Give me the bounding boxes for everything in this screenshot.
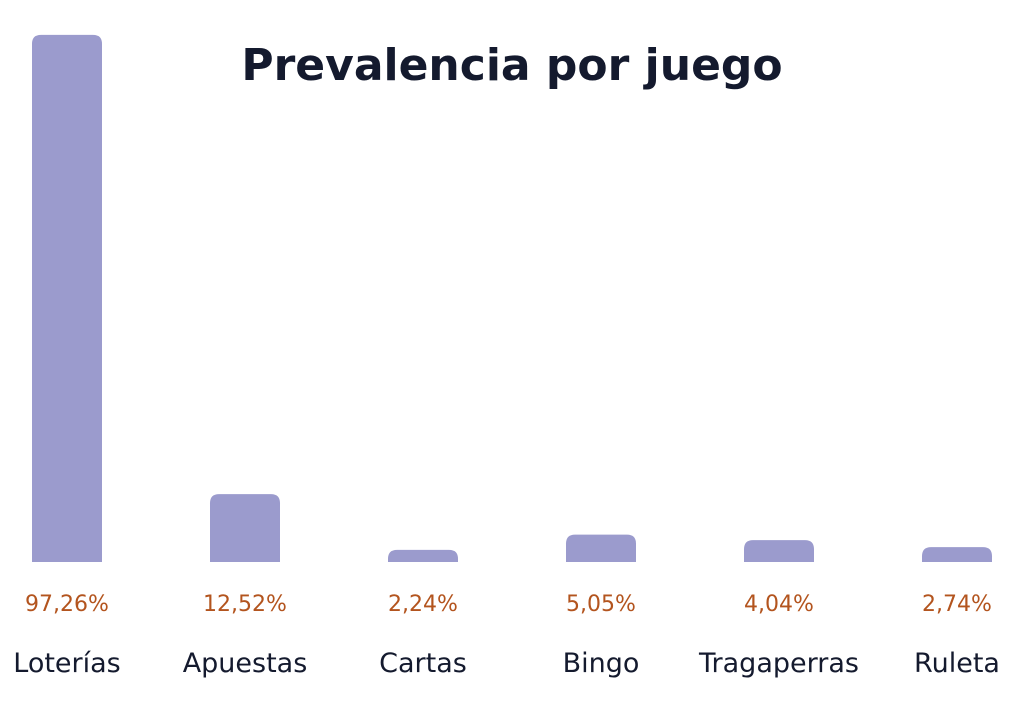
category-label: Cartas (379, 648, 467, 679)
bars-group (32, 34, 992, 562)
bar-2 (388, 549, 458, 562)
bar-0 (32, 34, 102, 562)
value-label: 2,24% (388, 592, 458, 617)
category-label: Tragaperras (698, 648, 859, 679)
bar-3 (566, 534, 636, 562)
value-label: 5,05% (566, 592, 636, 617)
value-labels-group: 97,26% 12,52% 2,24% 5,05% 4,04% 2,74% (25, 592, 992, 617)
category-label: Apuestas (183, 648, 308, 679)
value-label: 2,74% (922, 592, 992, 617)
bar-4 (744, 540, 814, 562)
bar-1 (210, 494, 280, 562)
chart-title: Prevalencia por juego (241, 40, 782, 91)
category-label: Ruleta (914, 648, 1000, 679)
bar-5 (922, 547, 992, 562)
value-label: 97,26% (25, 592, 109, 617)
category-label: Loterías (13, 648, 121, 679)
value-label: 4,04% (744, 592, 814, 617)
category-label: Bingo (563, 648, 640, 679)
value-label: 12,52% (203, 592, 287, 617)
category-labels-group: Loterías Apuestas Cartas Bingo Tragaperras Ru… (13, 648, 1000, 679)
